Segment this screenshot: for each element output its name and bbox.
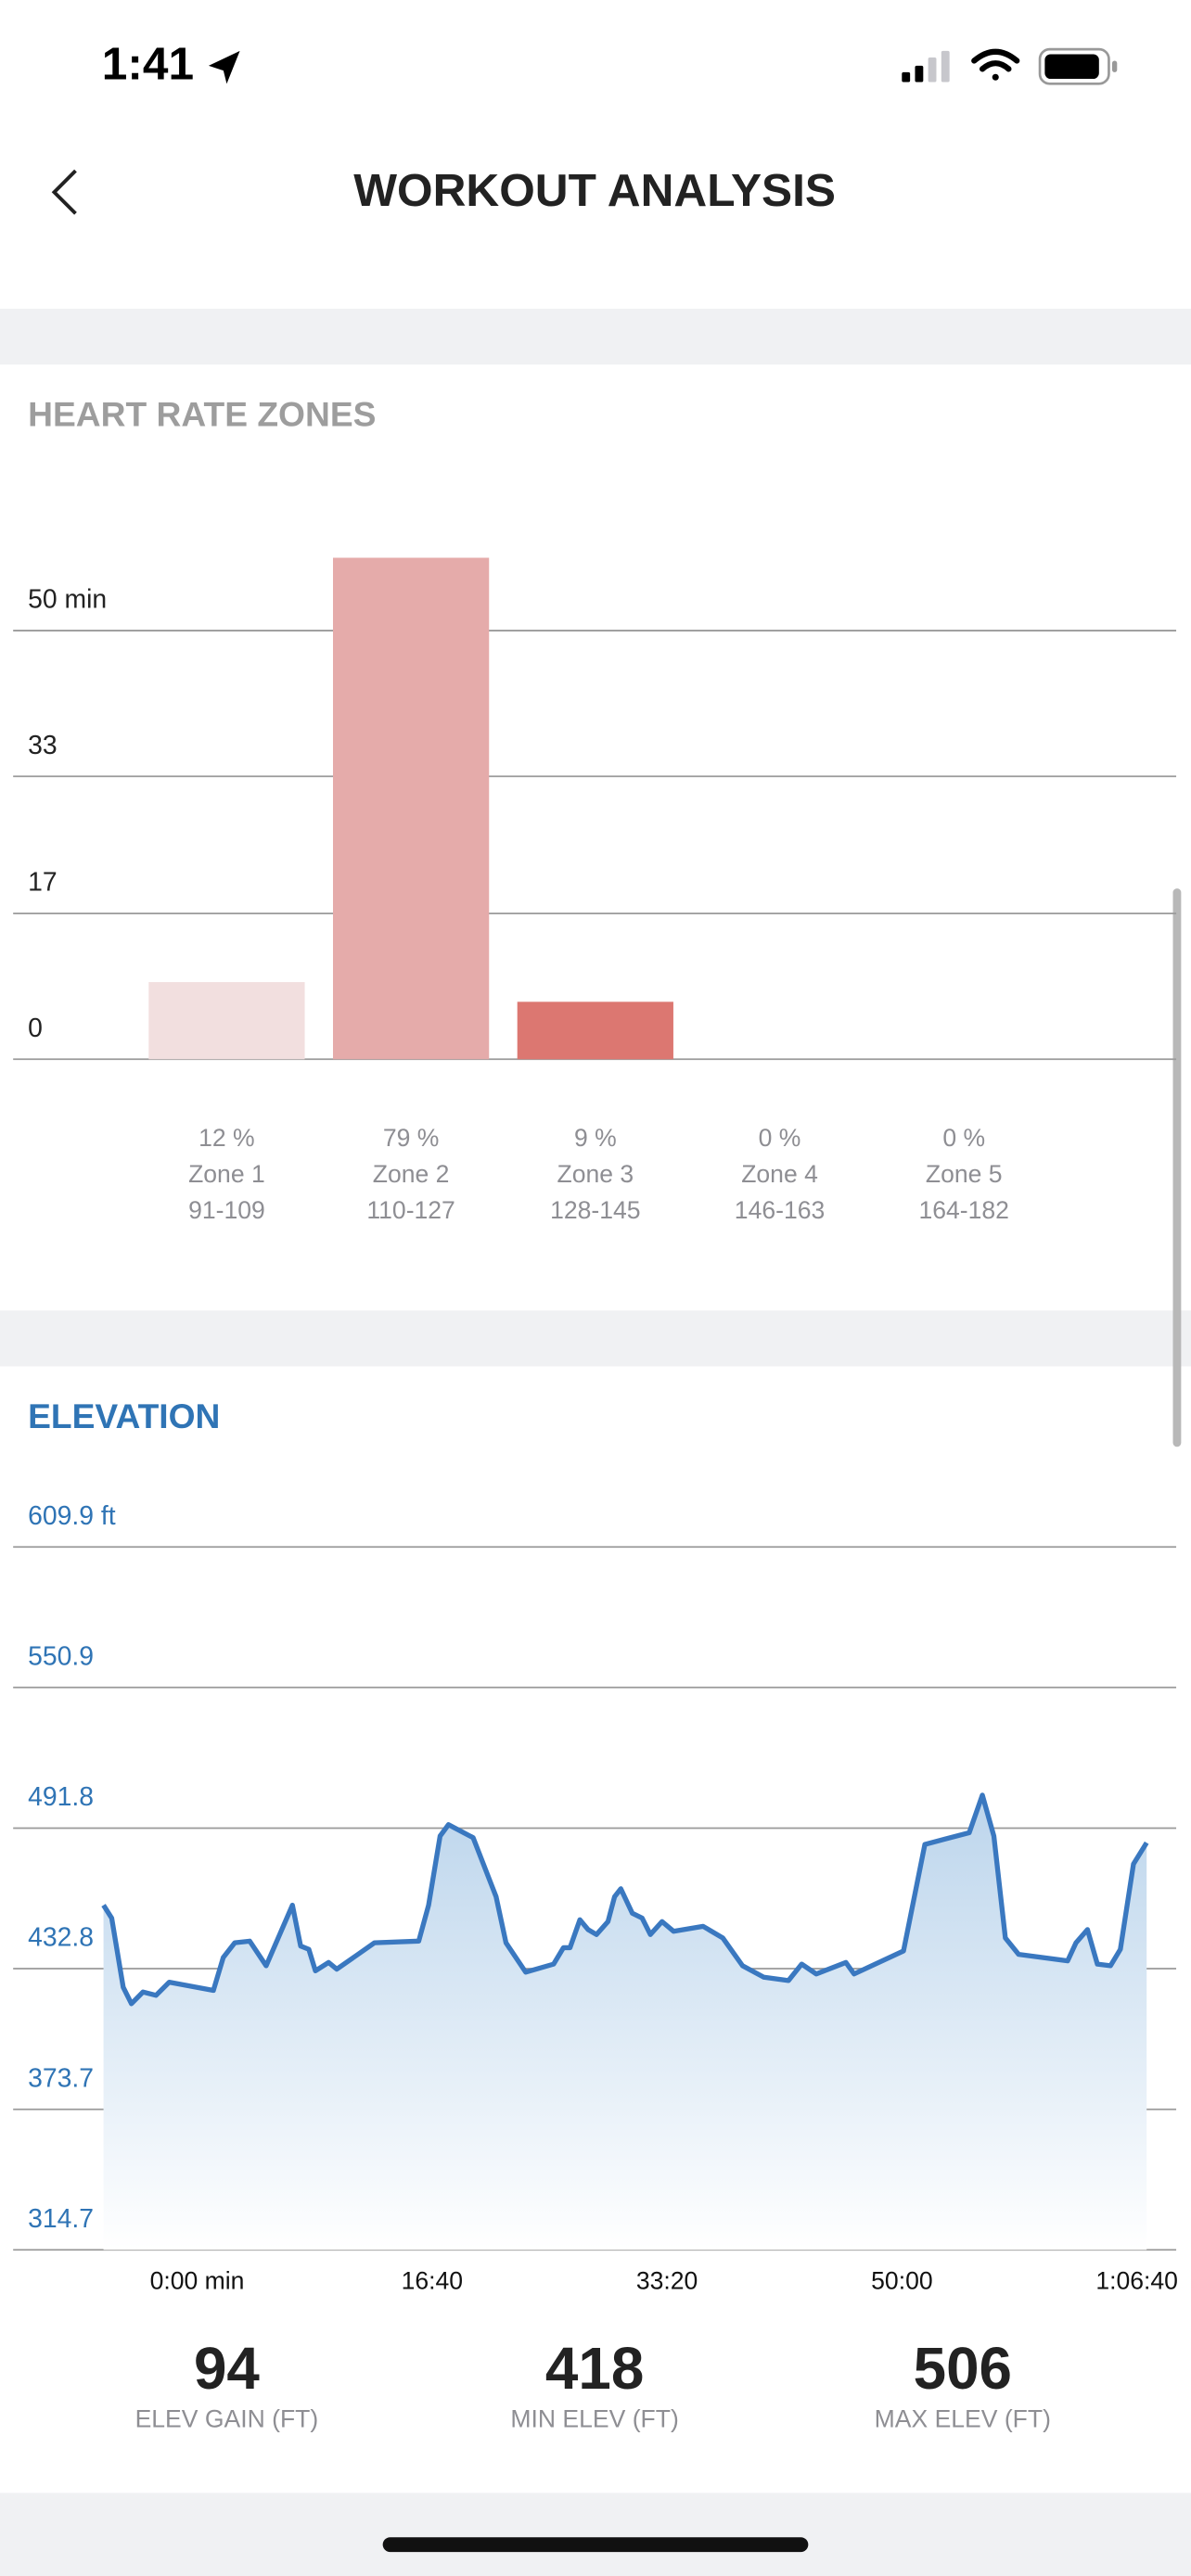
stat-value: 94 [194, 2335, 260, 2402]
home-indicator [382, 2537, 809, 2553]
y-tick-label: 50 min [28, 585, 107, 615]
stat-value: 418 [545, 2335, 644, 2402]
elevation-area [103, 1794, 1147, 2251]
y-tick-label: 33 [28, 731, 58, 760]
bar [148, 982, 305, 1060]
x-tick-label: Zone 1 [188, 1160, 265, 1188]
percent-label: 79 % [383, 1124, 440, 1152]
battery-icon [1038, 47, 1118, 85]
x-tick-label: Zone 4 [741, 1160, 818, 1188]
x-tick-label: Zone 3 [557, 1160, 634, 1188]
range-label: 146-163 [735, 1196, 825, 1224]
stat-label: MAX ELEV (FT) [875, 2404, 1051, 2432]
range-label: 110-127 [366, 1196, 455, 1224]
stat-label: ELEV GAIN (FT) [135, 2404, 319, 2432]
percent-label: 0 % [942, 1124, 985, 1152]
y-tick-label: 314.7 [28, 2204, 94, 2234]
signal-icon [902, 50, 950, 83]
y-tick-label: 609.9 ft [28, 1501, 116, 1531]
y-tick-label: 491.8 [28, 1782, 94, 1812]
section-divider [0, 1310, 1191, 1367]
bar [332, 557, 490, 1060]
x-tick-label: Zone 2 [373, 1160, 450, 1188]
stat-label: MIN ELEV (FT) [510, 2404, 678, 2432]
section-title: ELEVATION [28, 1396, 220, 1435]
x-tick-label: 1:06:40 [1095, 2267, 1178, 2295]
section-divider [0, 308, 1191, 365]
y-tick-label: 432.8 [28, 1923, 94, 1953]
percent-label: 12 % [198, 1124, 255, 1152]
back-button[interactable] [51, 169, 77, 215]
content: 1:41 WORKOUT ANALYSIS HEART RATE ZONES E… [0, 38, 1191, 2576]
section-divider [0, 2493, 1191, 2576]
percent-label: 0 % [759, 1124, 801, 1152]
x-tick-label: Zone 5 [926, 1160, 1003, 1188]
y-tick-label: 373.7 [28, 2063, 94, 2093]
y-tick-label: 17 [28, 868, 58, 898]
percent-label: 9 % [574, 1124, 617, 1152]
location-icon [208, 50, 240, 84]
stat-value: 506 [914, 2335, 1012, 2402]
section-title: HEART RATE ZONES [28, 395, 376, 434]
scrollbar [1172, 888, 1182, 1447]
range-label: 164-182 [919, 1196, 1009, 1224]
wifi-icon [971, 48, 1020, 81]
page-title: WORKOUT ANALYSIS [353, 164, 836, 216]
x-tick-label: 16:40 [402, 2267, 463, 2295]
status-time: 1:41 [102, 38, 194, 90]
range-label: 128-145 [550, 1196, 640, 1224]
range-label: 91-109 [188, 1196, 265, 1224]
y-tick-label: 550.9 [28, 1641, 94, 1671]
x-tick-label: 50:00 [871, 2267, 932, 2295]
bar [517, 1001, 673, 1060]
x-tick-label: 33:20 [636, 2267, 698, 2295]
y-tick-label: 0 [28, 1014, 43, 1043]
x-tick-label: 0:00 min [150, 2267, 245, 2295]
elevation-line [101, 1792, 1149, 2007]
